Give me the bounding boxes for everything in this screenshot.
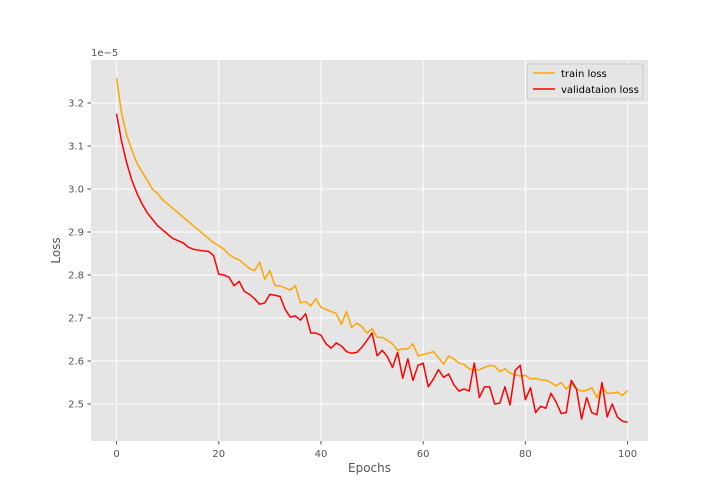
x-axis: 0 20 40 60 80 100 [113, 441, 637, 460]
x-tick-label: 20 [212, 449, 225, 460]
y-axis: 2.5 2.6 2.7 2.8 2.9 3.0 3.1 3.2 [68, 99, 91, 411]
y-tick-label: 3.0 [68, 185, 84, 196]
y-tick-label: 2.9 [68, 228, 84, 239]
legend: train loss validataion loss [526, 63, 644, 100]
x-tick-label: 60 [417, 449, 430, 460]
x-tick-label: 0 [113, 449, 119, 460]
grid-lines [91, 60, 648, 441]
legend-label-train-loss: train loss [561, 69, 607, 80]
x-axis-label: Epochs [348, 461, 391, 475]
legend-label-validation-loss: validataion loss [561, 85, 639, 96]
y-tick-label: 2.8 [68, 271, 84, 282]
plot-area [91, 60, 648, 441]
y-offset-label: 1e−5 [91, 48, 118, 59]
y-tick-label: 2.5 [68, 400, 84, 411]
x-tick-label: 100 [618, 449, 637, 460]
series-layer [115, 77, 629, 423]
series-line-validation-loss [115, 113, 628, 423]
y-tick-label: 3.2 [68, 99, 84, 110]
legend-box [526, 63, 644, 100]
x-tick-label: 80 [519, 449, 532, 460]
x-tick-label: 40 [315, 449, 328, 460]
series-line-train-loss [115, 77, 629, 399]
y-tick-label: 2.6 [68, 357, 84, 368]
y-tick-label: 2.7 [68, 314, 84, 325]
y-axis-label: Loss [49, 237, 63, 263]
y-tick-label: 3.1 [68, 142, 84, 153]
